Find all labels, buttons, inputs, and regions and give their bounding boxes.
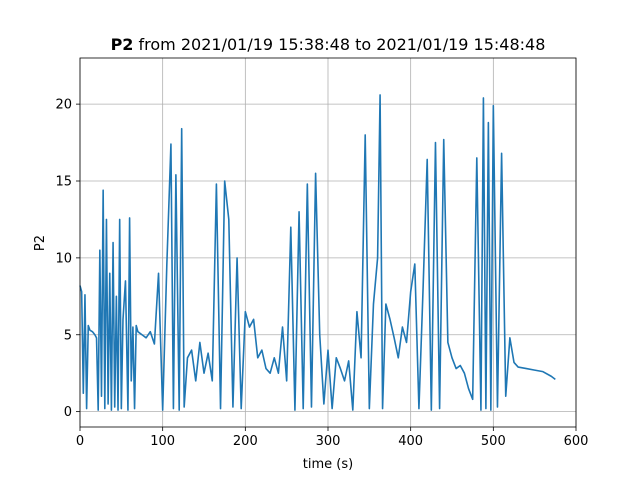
x-tick-label: 0 bbox=[76, 434, 84, 449]
chart-title-bold: P2 bbox=[111, 35, 134, 54]
y-axis-label: P2 bbox=[33, 235, 48, 251]
y-tick-label: 15 bbox=[55, 175, 72, 190]
y-tick-label: 10 bbox=[55, 251, 72, 266]
x-tick-label: 400 bbox=[398, 434, 423, 449]
y-tick-label: 5 bbox=[64, 328, 72, 343]
x-tick-label: 100 bbox=[150, 434, 175, 449]
x-axis-label: time (s) bbox=[303, 457, 353, 472]
y-tick-label: 0 bbox=[64, 405, 72, 420]
grid-layer bbox=[79, 58, 577, 427]
series-line bbox=[79, 94, 556, 411]
y-tick-label: 20 bbox=[55, 98, 72, 113]
tick-layer: 0 100 200 300 400 500 600 0 5 10 15 20 bbox=[55, 98, 588, 449]
chart-title: P2 from 2021/01/19 15:38:48 to 2021/01/1… bbox=[111, 35, 546, 54]
x-tick-label: 600 bbox=[564, 434, 589, 449]
x-tick-label: 200 bbox=[233, 434, 258, 449]
x-tick-label: 500 bbox=[481, 434, 506, 449]
chart-title-rest: from 2021/01/19 15:38:48 to 2021/01/19 1… bbox=[133, 35, 545, 54]
x-tick-label: 300 bbox=[316, 434, 341, 449]
series-layer bbox=[79, 94, 556, 411]
